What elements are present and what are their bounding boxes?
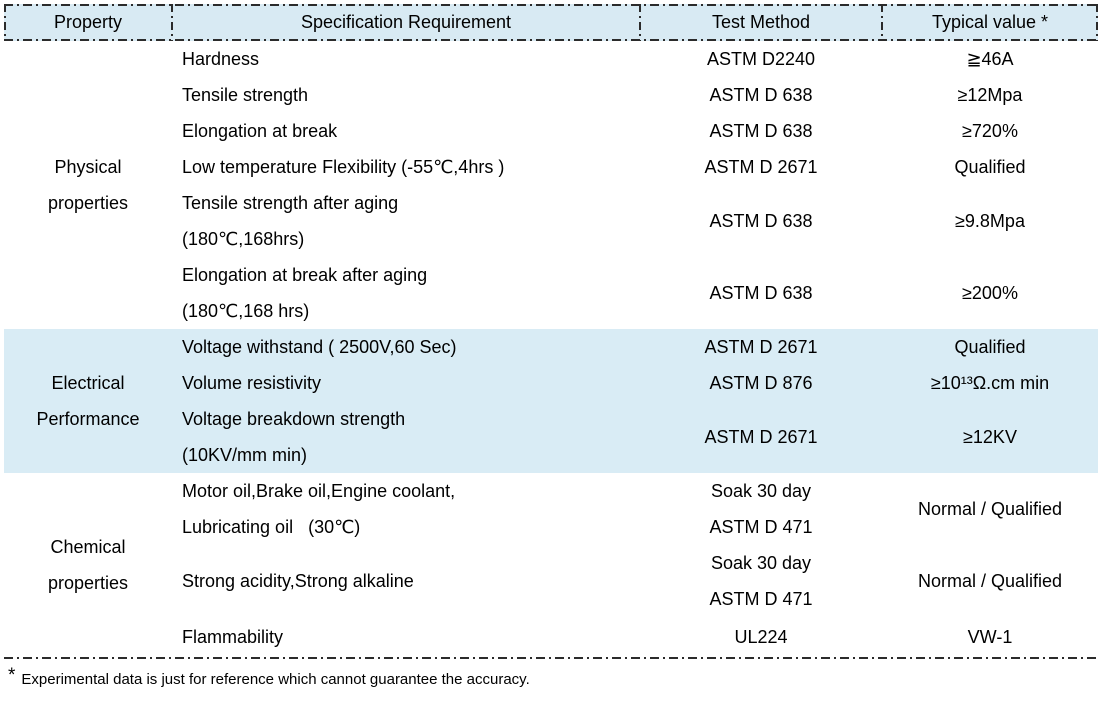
- section-property-label: Electrical Performance: [4, 329, 172, 473]
- spec-text: Elongation at break: [182, 121, 338, 141]
- table-row: Voltage breakdown strength (10KV/mm min)…: [172, 401, 1098, 473]
- spec-text: Tensile strength: [182, 85, 309, 105]
- table-row: Tensile strength ASTM D 638 ≥12Mpa: [172, 77, 1098, 113]
- table-row: Strong acidity,Strong alkaline Soak 30 d…: [172, 545, 1098, 617]
- method-text: ASTM D 638: [709, 283, 813, 303]
- footnote: * Experimental data is just for reference…: [4, 665, 1098, 688]
- method-text: ASTM D 2671: [704, 337, 818, 357]
- value-text: VW-1: [967, 627, 1013, 647]
- spec-text: (180℃,168hrs): [182, 229, 305, 249]
- section-chemical-properties: Chemical properties Motor oil,Brake oil,…: [4, 473, 1098, 657]
- value-text: ≥12KV: [963, 427, 1017, 447]
- spec-text: (180℃,168 hrs): [182, 301, 310, 321]
- table-row: Hardness ASTM D2240 ≧46A: [172, 41, 1098, 77]
- method-text: UL224: [734, 627, 788, 647]
- method-text: Soak 30 day: [710, 481, 812, 501]
- spec-text: Hardness: [182, 49, 260, 69]
- section-physical-properties: Physical properties Hardness ASTM D2240 …: [4, 41, 1098, 329]
- header-border-right: [1096, 4, 1098, 41]
- method-text: ASTM D2240: [706, 49, 816, 69]
- spec-text: (10KV/mm min): [182, 445, 308, 465]
- table-header-row: Property Specification Requirement Test …: [4, 4, 1098, 41]
- spec-text: Motor oil,Brake oil,Engine coolant,: [182, 481, 456, 501]
- property-line: Electrical: [51, 373, 125, 393]
- header-cell-value: Typical value *: [931, 12, 1049, 32]
- spec-text: Tensile strength after aging: [182, 193, 399, 213]
- section-property-label: Physical properties: [4, 41, 172, 329]
- value-text: Normal / Qualified: [917, 499, 1063, 519]
- value-text: ≥9.8Mpa: [955, 211, 1025, 231]
- spec-text: Elongation at break after aging: [182, 265, 428, 285]
- method-text: ASTM D 2671: [704, 157, 818, 177]
- method-text: ASTM D 2671: [704, 427, 818, 447]
- property-line: Chemical: [50, 537, 126, 557]
- value-text: ≥12Mpa: [957, 85, 1023, 105]
- section-electrical-performance: Electrical Performance Voltage withstand…: [4, 329, 1098, 473]
- table-row: Elongation at break ASTM D 638 ≥720%: [172, 113, 1098, 149]
- header-divider-3: [881, 4, 883, 41]
- table-row: Motor oil,Brake oil,Engine coolant, Lubr…: [172, 473, 1098, 545]
- footnote-text: Experimental data is just for reference …: [21, 671, 530, 688]
- value-text: ≥720%: [962, 121, 1018, 141]
- value-text: Qualified: [954, 337, 1026, 357]
- table-row: Elongation at break after aging (180℃,16…: [172, 257, 1098, 329]
- section-property-label: Chemical properties: [4, 473, 172, 657]
- spec-text: Voltage withstand ( 2500V,60 Sec): [182, 337, 457, 357]
- header-cell-property: Property: [53, 12, 123, 32]
- spec-text: Volume resistivity: [182, 373, 322, 393]
- header-border-left: [4, 4, 6, 41]
- header-bottom-border: [4, 39, 1098, 41]
- value-text: Normal / Qualified: [917, 571, 1063, 591]
- method-text: ASTM D 638: [709, 211, 813, 231]
- value-text: ≧46A: [966, 49, 1014, 69]
- value-text: ≥200%: [962, 283, 1018, 303]
- header-cell-method: Test Method: [711, 12, 811, 32]
- table-bottom-border: [4, 657, 1098, 659]
- spec-text: Flammability: [182, 627, 284, 647]
- header-divider-1: [171, 4, 173, 41]
- table-row: Voltage withstand ( 2500V,60 Sec) ASTM D…: [172, 329, 1098, 365]
- spec-text: Strong acidity,Strong alkaline: [182, 571, 414, 591]
- spec-text: Lubricating oil (30℃): [182, 517, 361, 537]
- spec-text: Low temperature Flexibility (-55℃,4hrs ): [182, 157, 505, 177]
- spec-text: Voltage breakdown strength: [182, 409, 406, 429]
- table-row: Flammability UL224 VW-1: [172, 617, 1098, 657]
- method-text: ASTM D 471: [709, 517, 813, 537]
- header-cell-spec: Specification Requirement: [300, 12, 512, 32]
- footnote-asterisk: *: [8, 665, 16, 686]
- method-text: ASTM D 638: [709, 121, 813, 141]
- header-divider-2: [639, 4, 641, 41]
- property-line: Performance: [36, 409, 140, 429]
- table-row: Tensile strength after aging (180℃,168hr…: [172, 185, 1098, 257]
- method-text: ASTM D 876: [709, 373, 813, 393]
- table-row: Low temperature Flexibility (-55℃,4hrs )…: [172, 149, 1098, 185]
- value-text: Qualified: [954, 157, 1026, 177]
- section-rows: Motor oil,Brake oil,Engine coolant, Lubr…: [172, 473, 1098, 657]
- section-rows: Voltage withstand ( 2500V,60 Sec) ASTM D…: [172, 329, 1098, 473]
- property-line: properties: [47, 573, 129, 593]
- method-text: Soak 30 day: [710, 553, 812, 573]
- property-line: properties: [47, 193, 129, 213]
- method-text: ASTM D 638: [709, 85, 813, 105]
- method-text: ASTM D 471: [709, 589, 813, 609]
- section-rows: Hardness ASTM D2240 ≧46A Tensile strengt…: [172, 41, 1098, 329]
- table-row: Volume resistivity ASTM D 876 ≥10¹³Ω.cm …: [172, 365, 1098, 401]
- header-top-border: [4, 4, 1098, 6]
- property-line: Physical: [54, 157, 122, 177]
- spec-table: Property Specification Requirement Test …: [4, 4, 1098, 659]
- value-text: ≥10¹³Ω.cm min: [930, 373, 1050, 393]
